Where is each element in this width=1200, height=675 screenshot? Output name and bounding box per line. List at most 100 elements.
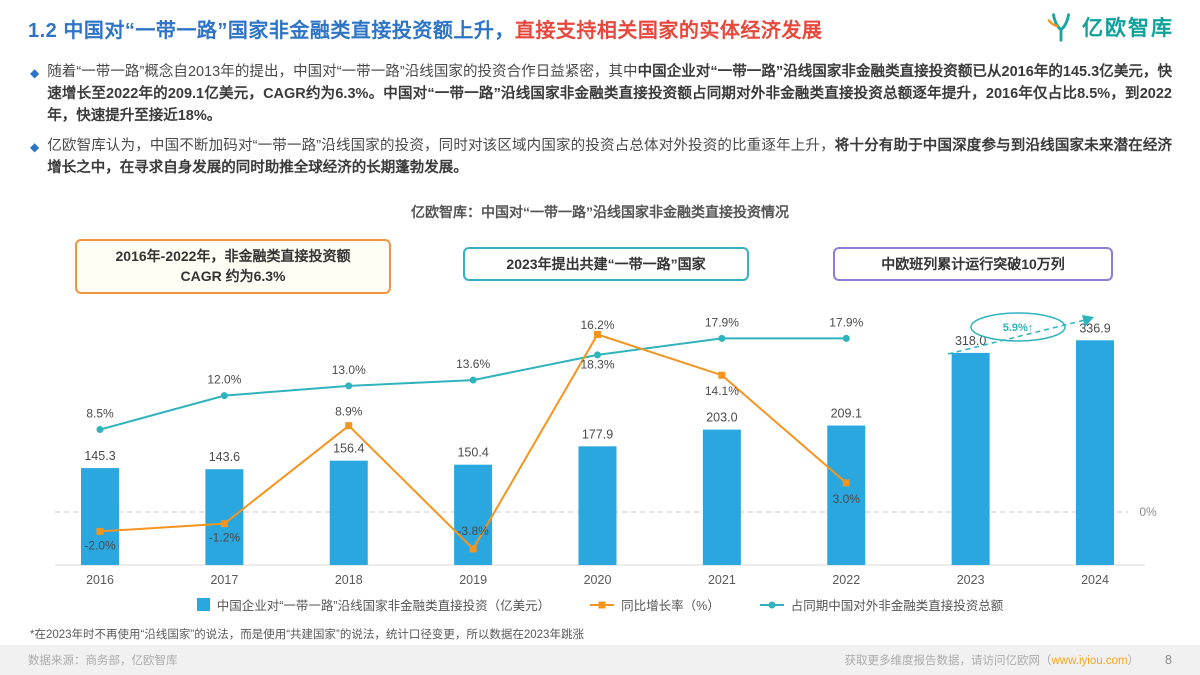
share-value-2022: 17.9% — [829, 315, 863, 329]
investment-chart: 0% 145.3 143.6 156.4 150.4 177.9 203.0 209.1 318… — [55, 312, 1157, 587]
growth-value-2021: 14.1% — [705, 384, 739, 398]
growth-marker-2019 — [469, 545, 477, 553]
bar-value-2019: 150.4 — [457, 446, 488, 460]
x-tick-2022: 2022 — [832, 573, 860, 587]
share-series-swatch — [759, 601, 784, 608]
growth-marker-2022 — [842, 479, 850, 487]
share-value-2018: 13.0% — [332, 363, 366, 377]
data-source: 数据来源：商务部，亿欧智库 — [28, 655, 178, 667]
callout-boxes: 2016年-2022年，非金融类直接投资额 CAGR 约为6.3% 2023年提出共… — [0, 239, 1200, 294]
legend-item-growth: 同比增长率（%） — [590, 595, 720, 614]
page-number: 8 — [1165, 653, 1172, 667]
growth-value-2022: 3.0% — [833, 492, 861, 506]
footer-cta-prefix: 获取更多维度报告数据，请访问亿欧网（ — [844, 655, 1052, 667]
growth-marker-2016 — [96, 527, 104, 535]
share-marker-2018 — [345, 382, 353, 390]
growth-value-2019: -3.8% — [457, 524, 489, 538]
share-marker-2022 — [842, 334, 850, 342]
bar-value-2024: 336.9 — [1079, 321, 1110, 335]
growth-marker-2018 — [345, 422, 353, 430]
share-marker-icon — [768, 601, 776, 608]
x-tick-2016: 2016 — [86, 573, 114, 587]
legend-label-bars: 中国企业对“一带一路”沿线国家非金融类直接投资（亿美元） — [216, 599, 551, 613]
iyiou-link[interactable]: www.iyiou.com — [1051, 655, 1128, 667]
bullet-text: 亿欧智库认为，中国不断加码对“一带一路”沿线国家的投资，同时对该区域内国家的投资… — [47, 138, 1173, 176]
callout-3: 中欧班列累计运行突破10万列 — [833, 247, 1113, 282]
share-value-2020: 16.2% — [580, 318, 614, 332]
projection-arrowhead — [1082, 315, 1094, 327]
share-marker-2019 — [469, 376, 477, 384]
growth-marker-2021 — [718, 371, 726, 379]
chart-title: 亿欧智库：中国对“一带一路”沿线国家非金融类直接投资情况 — [411, 204, 789, 220]
bar-2020 — [578, 446, 617, 565]
projection-arrow-line — [947, 319, 1086, 355]
x-tick-2023: 2023 — [957, 573, 985, 587]
bar-value-2022: 209.1 — [831, 407, 862, 421]
bullet-text: 随着“一带一路”概念自2013年的提出，中国对“一带一路”沿线国家的投资合作日益… — [47, 64, 1172, 124]
growth-marker-icon — [598, 601, 606, 608]
footer-right: 获取更多维度报告数据，请访问亿欧网（www.iyiou.com） 8 — [844, 652, 1172, 668]
bar-2017 — [205, 469, 244, 565]
share-value-2021: 17.9% — [705, 315, 739, 329]
chart-legend: 中国企业对“一带一路”沿线国家非金融类直接投资（亿美元） 同比增长率（%） 占同… — [0, 595, 1200, 614]
bar-series-swatch — [196, 598, 210, 611]
legend-label-growth: 同比增长率（%） — [621, 599, 720, 613]
x-tick-2018: 2018 — [335, 573, 363, 587]
footer-cta: 获取更多维度报告数据，请访问亿欧网（www.iyiou.com） — [844, 652, 1139, 668]
annotation-ellipse — [970, 312, 1066, 342]
growth-value-2017: -1.2% — [209, 531, 241, 545]
bar-2021 — [702, 429, 741, 565]
share-value-2017: 12.0% — [207, 373, 241, 387]
brand-logo-text: 亿欧智库 — [1082, 17, 1174, 40]
x-tick-2021: 2021 — [708, 573, 736, 587]
growth-marker-2020 — [594, 330, 601, 338]
summary-bullets: ◆ 随着“一带一路”概念自2013年的提出，中国对“一带一路”沿线国家的投资合作日… — [30, 62, 1172, 180]
zero-percent-label: 0% — [1139, 505, 1157, 519]
share-marker-2020 — [594, 351, 601, 359]
growth-value-2018: 8.9% — [335, 405, 363, 419]
bar-2016 — [81, 468, 119, 565]
bar-value-2021: 203.0 — [706, 411, 737, 425]
bullet-1: ◆ 随着“一带一路”概念自2013年的提出，中国对“一带一路”沿线国家的投资合作日… — [30, 62, 1172, 127]
share-marker-2021 — [718, 334, 726, 342]
x-tick-2019: 2019 — [459, 573, 487, 587]
brand-logo: 亿欧智库 — [1044, 10, 1174, 44]
share-value-2016: 8.5% — [86, 407, 114, 421]
bar-2018 — [329, 460, 368, 565]
legend-label-share: 占同期中国对外非金融类直接投资总额 — [790, 599, 1004, 613]
share-marker-2017 — [220, 392, 228, 400]
x-tick-2024: 2024 — [1081, 573, 1109, 587]
bar-value-2016: 145.3 — [84, 449, 115, 463]
growth-marker-2017 — [220, 520, 228, 528]
x-tick-2020: 2020 — [584, 573, 612, 587]
growth-value-2020: 18.3% — [580, 357, 614, 371]
page-title: 1.2 中国对“一带一路”国家非金融类直接投资额上升，直接支持相关国家的实体经济… — [28, 14, 822, 43]
page-title-main: 1.2 中国对“一带一路”国家非金融类直接投资额上升， — [28, 20, 515, 42]
bar-2023 — [951, 352, 990, 565]
footer-cta-suffix: ） — [1127, 655, 1140, 667]
x-tick-2017: 2017 — [210, 573, 238, 587]
page-title-emphasis: 直接支持相关国家的实体经济发展 — [514, 20, 823, 42]
growth-value-2016: -2.0% — [84, 538, 116, 552]
bullet-2: ◆ 亿欧智库认为，中国不断加码对“一带一路”沿线国家的投资，同时对该区域内国家的投… — [30, 136, 1172, 180]
diamond-bullet-icon: ◆ — [30, 140, 40, 155]
bar-2024 — [1076, 340, 1114, 565]
share-value-2019: 13.6% — [456, 357, 490, 371]
legend-item-share: 占同期中国对外非金融类直接投资总额 — [759, 595, 1004, 614]
share-marker-2016 — [96, 426, 104, 434]
bar-value-2018: 156.4 — [333, 442, 364, 456]
brand-logo-icon — [1047, 13, 1070, 42]
chart-footnote: *在2023年时不再使用“沿线国家”的说法，而是使用“共建国家”的说法，统计口径… — [30, 629, 584, 641]
bar-2022 — [827, 425, 866, 565]
bar-value-2023: 318.0 — [955, 334, 986, 348]
diamond-bullet-icon: ◆ — [30, 66, 40, 80]
callout-2: 2023年提出共建“一带一路”国家 — [463, 247, 749, 282]
footer-bar: 数据来源：商务部，亿欧智库 获取更多维度报告数据，请访问亿欧网（www.iyio… — [0, 645, 1200, 675]
growth-series-swatch — [590, 601, 615, 608]
annotation-text: 5.9%↑ — [1003, 322, 1034, 334]
bar-value-2017: 143.6 — [209, 450, 240, 464]
legend-item-bars: 中国企业对“一带一路”沿线国家非金融类直接投资（亿美元） — [196, 595, 551, 614]
callout-1: 2016年-2022年，非金融类直接投资额 CAGR 约为6.3% — [75, 239, 391, 294]
bar-value-2020: 177.9 — [582, 427, 613, 441]
